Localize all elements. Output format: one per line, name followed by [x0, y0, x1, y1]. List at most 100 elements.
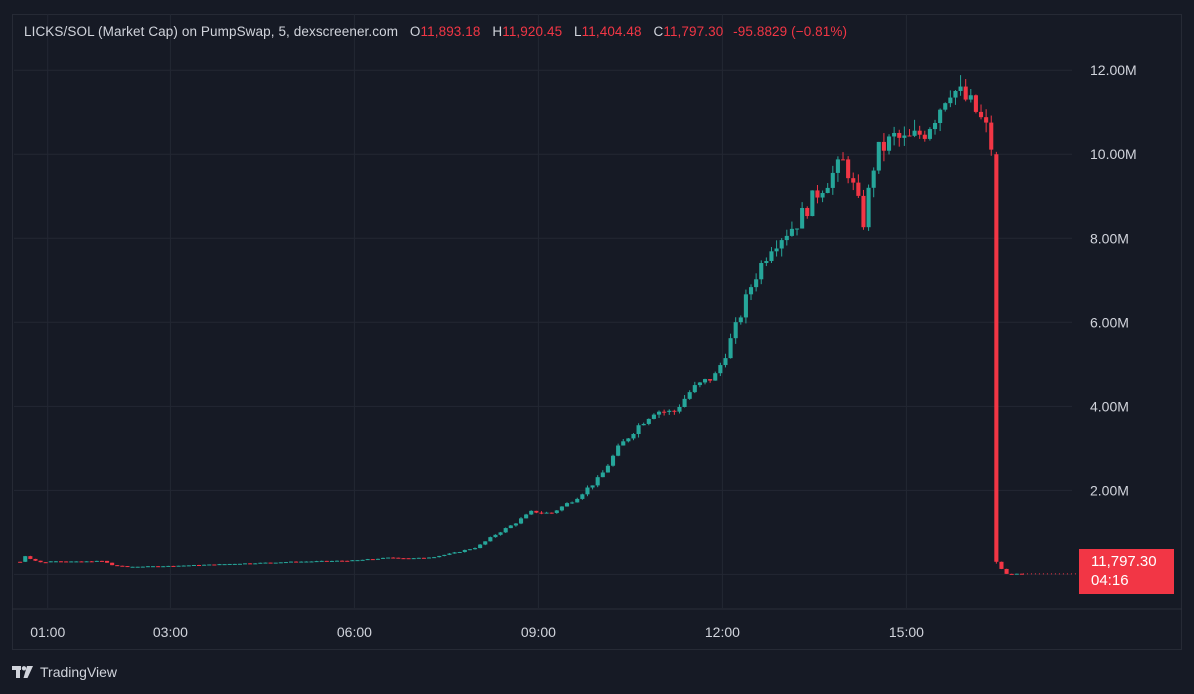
candle-body [999, 561, 1004, 569]
candle-body [150, 566, 156, 568]
candle-body [682, 398, 687, 407]
candle-body [718, 365, 723, 374]
x-tick-label: 03:00 [153, 624, 188, 640]
candle-body [595, 477, 600, 486]
candle-body [764, 261, 769, 264]
open-value: 11,893.18 [420, 24, 481, 39]
candle-body [518, 518, 524, 524]
candle-body [329, 560, 334, 562]
candle-body [861, 195, 866, 228]
candle-body [866, 187, 871, 228]
tradingview-logo[interactable]: TradingView [12, 664, 117, 680]
candle-body [713, 373, 718, 381]
candle-body [360, 559, 365, 561]
candle-body [273, 562, 278, 564]
candle-body [324, 560, 329, 562]
candle-body [646, 418, 651, 424]
candle-body [636, 425, 641, 435]
candle-body [728, 338, 733, 359]
candle-body [570, 502, 575, 504]
candle-body [156, 566, 161, 568]
candle-body [779, 240, 784, 249]
candle-body [263, 562, 268, 564]
close-value: 11,797.30 [663, 24, 724, 39]
candle-body [478, 544, 483, 549]
candle-body [503, 528, 508, 533]
candle-body [406, 558, 411, 560]
y-tick-label: 10.00M [1090, 146, 1137, 162]
candle-body [350, 560, 355, 562]
candle-body [386, 557, 391, 559]
candle-body [907, 135, 912, 137]
candle-body [738, 317, 743, 323]
candle-body [299, 561, 304, 563]
candle-body [74, 561, 79, 563]
x-tick-label: 06:00 [337, 624, 372, 640]
candle-body [202, 564, 207, 566]
candle-body [355, 560, 360, 562]
candle-body [590, 485, 595, 488]
candle-body [84, 561, 89, 563]
candle-body [340, 560, 345, 562]
candle-body [370, 559, 375, 561]
candle-body [912, 130, 917, 136]
candle-body [927, 129, 932, 139]
candle-body [23, 556, 28, 562]
candle-body [580, 494, 585, 499]
candle-body [702, 379, 708, 383]
candle-body [978, 111, 984, 118]
candle-body [733, 322, 738, 339]
candle-body [191, 564, 196, 566]
candle-body [79, 561, 84, 563]
candle-body [938, 109, 943, 124]
candle-body [242, 563, 248, 565]
x-tick-label: 09:00 [521, 624, 556, 640]
high-value: 11,920.45 [502, 24, 563, 39]
change-value: -95.8829 (−0.81%) [733, 24, 848, 39]
last-price-tag: 11,797.30 04:16 [1079, 549, 1174, 594]
x-tick-label: 15:00 [889, 624, 924, 640]
candle-body [283, 562, 288, 564]
candle-body [626, 438, 631, 442]
candle-body [217, 564, 222, 566]
candle-body [825, 187, 830, 193]
candle-body [564, 503, 570, 507]
candle-body [186, 565, 191, 567]
candle-body [922, 134, 927, 139]
candle-body [610, 455, 616, 466]
candle-body [135, 566, 140, 568]
candle-body [539, 512, 544, 514]
candle-body [258, 562, 263, 564]
candle-body [396, 557, 401, 559]
candle-body [401, 558, 406, 560]
candle-body [815, 190, 820, 198]
candle-body [319, 560, 324, 562]
candle-body [677, 406, 682, 412]
candle-body [462, 549, 467, 553]
candle-body [989, 122, 994, 150]
candle-body [104, 560, 110, 563]
candle-body [43, 562, 48, 564]
open-label: O [409, 24, 421, 39]
candle-body [125, 566, 130, 568]
candle-body [708, 379, 713, 381]
candle-body [835, 159, 840, 173]
x-tick-label: 12:00 [705, 624, 740, 640]
candle-body [38, 560, 43, 563]
y-tick-label: 4.00M [1090, 398, 1129, 414]
candle-body [253, 563, 258, 565]
candle-body [467, 549, 472, 551]
candle-body [897, 132, 902, 138]
candle-body [549, 512, 554, 514]
candle-body [723, 358, 728, 366]
candle-countdown: 04:16 [1091, 572, 1129, 589]
candle-body [953, 90, 958, 98]
candle-body [881, 141, 886, 151]
candle-body [488, 537, 493, 542]
candle-body [886, 136, 892, 151]
candle-body [575, 498, 580, 503]
candle-body [278, 562, 283, 564]
candle-body [559, 506, 564, 511]
candle-body [641, 423, 646, 426]
